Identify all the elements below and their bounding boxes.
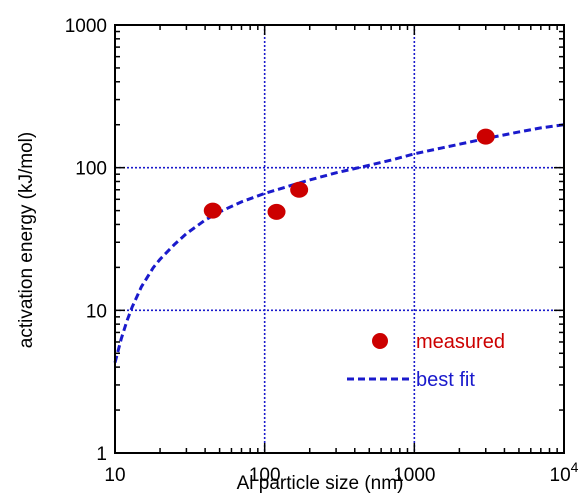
legend: measured best fit bbox=[347, 331, 505, 391]
data-point-measured-0 bbox=[203, 202, 222, 219]
plot-frame bbox=[114, 24, 565, 454]
y-tick-label-3: 1000 bbox=[65, 16, 107, 37]
plot-series bbox=[113, 123, 565, 364]
x-axis-label: Al particle size (nm) bbox=[237, 473, 404, 494]
y-axis-label: activation energy (kJ/mol) bbox=[16, 132, 37, 348]
x-tick-label-3: 104 bbox=[550, 459, 579, 486]
x-tick-label-1: 100 bbox=[249, 465, 281, 486]
legend-label-measured: measured bbox=[416, 331, 505, 353]
x-tick-label-0: 10 bbox=[104, 465, 125, 486]
y-tick-label-0: 1 bbox=[96, 444, 107, 465]
legend-marker-measured bbox=[372, 333, 388, 349]
plot-axes bbox=[114, 24, 565, 454]
data-point-measured-1 bbox=[267, 203, 286, 220]
series-line-best-fit bbox=[113, 123, 565, 364]
grid-lines bbox=[115, 25, 564, 453]
legend-label-best-fit: best fit bbox=[416, 369, 475, 391]
data-point-measured-2 bbox=[290, 181, 309, 198]
data-point-measured-3 bbox=[476, 128, 495, 145]
y-tick-label-1: 10 bbox=[86, 301, 107, 322]
x-tick-label-2: 1000 bbox=[393, 465, 435, 486]
y-tick-label-2: 100 bbox=[75, 159, 107, 180]
